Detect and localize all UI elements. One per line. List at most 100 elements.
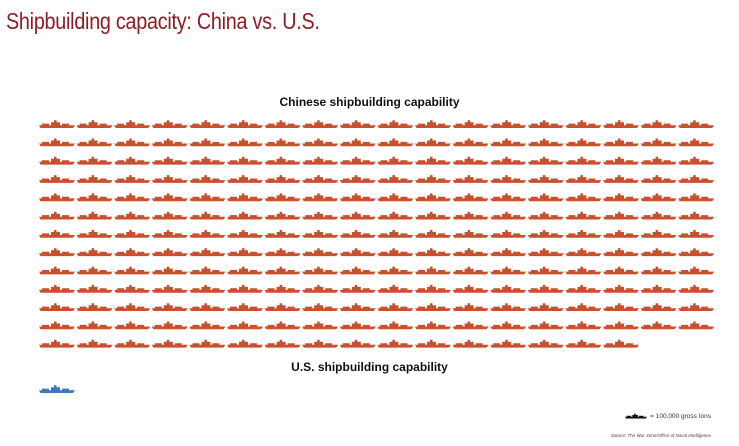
china-ship-icon [339, 211, 376, 220]
china-ship-icon [227, 230, 263, 238]
china-ship-icon [39, 230, 75, 238]
china-ship-icon [527, 339, 564, 348]
china-ship-icon [527, 230, 564, 238]
legend-ship-icon [625, 413, 648, 419]
china-ship-icon [490, 248, 527, 257]
china-ship-icon [39, 321, 75, 330]
china-ship-icon [527, 303, 564, 311]
china-ship-icon [189, 321, 226, 330]
china-ship-icon [151, 230, 188, 238]
china-ship-icon [76, 138, 113, 147]
china-ship-icon [227, 303, 263, 311]
china-ship-icon [452, 156, 489, 165]
china-ship-icon [527, 321, 564, 330]
china-ship-icon [227, 193, 263, 202]
us-section-title: U.S. shipbuilding capability [291, 360, 448, 374]
china-ship-icon [603, 230, 639, 238]
china-ship-icon [415, 248, 451, 257]
china-ship-icon [415, 266, 451, 275]
china-ship-icon [302, 230, 339, 238]
china-ship-icon [565, 230, 602, 238]
china-ship-icon [76, 211, 113, 220]
china-ship-icon [264, 156, 301, 165]
china-ship-icon [603, 248, 639, 257]
china-ship-icon [339, 339, 376, 348]
china-ship-icon [415, 339, 451, 348]
china-ship-icon [302, 339, 339, 348]
china-ship-icon [640, 321, 677, 330]
china-ship-icon [339, 230, 376, 238]
china-ship-icon [76, 266, 113, 275]
china-ship-icon [76, 321, 113, 330]
china-ship-icon [678, 138, 715, 147]
china-ship-icon [565, 321, 602, 330]
china-ship-icon [603, 339, 639, 348]
china-ship-icon [227, 211, 263, 220]
china-ship-icon [565, 211, 602, 220]
china-ship-icon [189, 248, 226, 257]
china-ship-icon [490, 230, 527, 238]
china-ship-icon [415, 138, 451, 147]
china-ship-icon [264, 193, 301, 202]
china-ship-icon [490, 321, 527, 330]
china-ship-icon [565, 120, 602, 128]
legend: = 100,000 gross tons [625, 412, 711, 420]
china-ship-icon [640, 230, 677, 238]
china-ship-icon [640, 193, 677, 202]
legend-label: = 100,000 gross tons [650, 412, 711, 420]
china-ship-icon [565, 248, 602, 257]
china-ship-icon [527, 138, 564, 147]
china-ship-icon [151, 321, 188, 330]
china-ship-icon [678, 321, 715, 330]
china-ship-icon [452, 230, 489, 238]
china-ship-icon [39, 120, 75, 128]
china-ship-icon [189, 303, 226, 311]
china-ship-icon [264, 284, 301, 293]
china-ship-icon [603, 120, 639, 128]
china-ship-icon [490, 193, 527, 202]
china-ship-icon [603, 156, 639, 165]
china-ship-icon [678, 193, 715, 202]
china-ship-icon [452, 175, 489, 183]
china-ship-icon [264, 303, 301, 311]
china-ship-icon [565, 266, 602, 275]
china-ship-icon [339, 248, 376, 257]
china-ship-icon [565, 138, 602, 147]
china-ship-icon [151, 120, 188, 128]
china-ship-icon [603, 321, 639, 330]
china-ship-icon [339, 175, 376, 183]
china-ship-icon [377, 284, 414, 293]
china-ship-icon [603, 193, 639, 202]
china-ship-icon [264, 138, 301, 147]
source-note: Source: The War Zone/Office of Naval Int… [610, 433, 711, 438]
china-ship-icon [39, 284, 75, 293]
china-ship-icon [264, 211, 301, 220]
china-ship-icon [377, 138, 414, 147]
china-ship-icon [114, 248, 151, 257]
china-ship-icon [452, 138, 489, 147]
china-ship-icon [565, 339, 602, 348]
china-ship-icon [377, 266, 414, 275]
china-ship-icon [565, 303, 602, 311]
china-ship-icon [603, 284, 639, 293]
china-ship-icon [678, 230, 715, 238]
china-ship-icon [151, 211, 188, 220]
china-ship-icon [377, 175, 414, 183]
china-ship-icon [189, 230, 226, 238]
china-ship-icon [76, 248, 113, 257]
china-ship-icon [302, 138, 339, 147]
china-ship-icon [452, 193, 489, 202]
china-ship-icon [640, 211, 677, 220]
china-ship-icon [114, 230, 151, 238]
us-ship-row [39, 385, 75, 393]
china-ship-icon [490, 156, 527, 165]
china-ship-icon [490, 266, 527, 275]
china-ship-icon [527, 248, 564, 257]
china-ship-icon [264, 266, 301, 275]
china-ship-icon [114, 284, 151, 293]
china-ship-icon [39, 138, 75, 147]
china-ship-icon [527, 193, 564, 202]
china-ship-icon [339, 266, 376, 275]
china-ship-icon [76, 339, 113, 348]
china-ship-icon [302, 284, 339, 293]
